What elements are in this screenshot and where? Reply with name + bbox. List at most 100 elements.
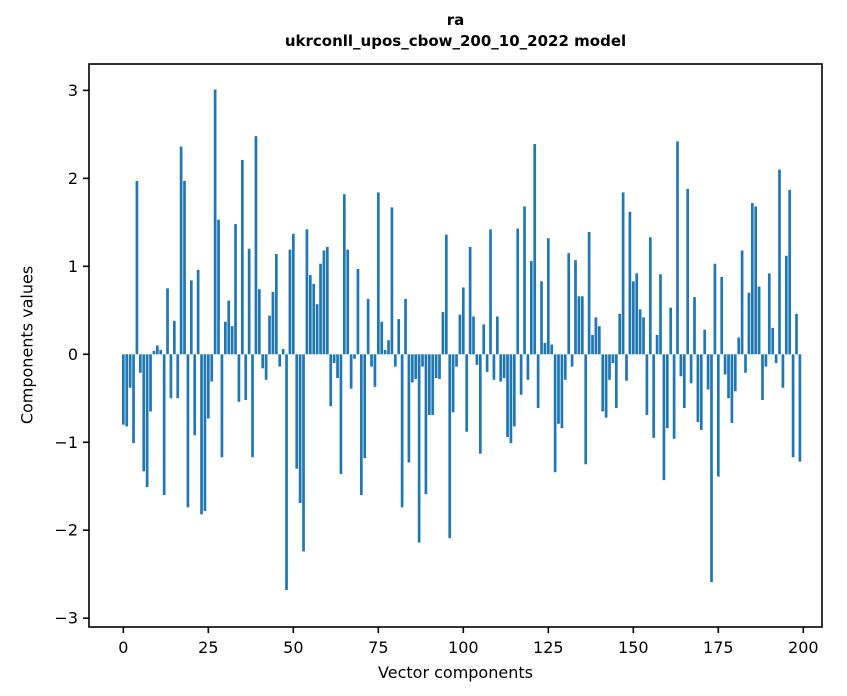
bar — [529, 261, 533, 355]
bar — [577, 296, 581, 355]
bar — [213, 89, 217, 355]
bar — [319, 263, 322, 355]
bar — [407, 354, 411, 463]
chart-title-line2: ukrconll_upos_cbow_200_10_2022 model — [284, 32, 627, 50]
bar — [706, 354, 710, 390]
bar — [492, 354, 496, 380]
bar — [427, 354, 431, 415]
bar — [778, 169, 781, 355]
bar — [638, 309, 642, 355]
x-tick-label: 25 — [198, 638, 218, 657]
bar — [329, 354, 333, 407]
bar — [699, 354, 703, 430]
bar — [580, 296, 584, 355]
bar — [574, 260, 577, 355]
bar — [230, 326, 234, 355]
bar — [611, 354, 615, 364]
bar — [281, 349, 285, 355]
bar — [761, 354, 764, 401]
bar — [121, 354, 125, 425]
bar — [526, 354, 530, 380]
bar — [244, 354, 248, 401]
bar — [159, 349, 163, 355]
bar — [448, 354, 452, 539]
bar — [322, 250, 326, 355]
bar — [550, 344, 554, 355]
bar — [125, 354, 129, 427]
bar — [567, 253, 571, 355]
bar — [162, 354, 166, 496]
bar — [733, 354, 737, 392]
bar — [665, 354, 669, 429]
bar — [193, 354, 197, 436]
bar — [393, 354, 397, 367]
bar — [186, 354, 190, 508]
bar — [608, 354, 611, 380]
bar — [298, 354, 302, 503]
bar — [400, 354, 404, 508]
bar — [512, 354, 516, 427]
bar — [750, 202, 754, 355]
bar — [788, 189, 792, 355]
bar — [128, 354, 132, 388]
bar — [747, 292, 751, 355]
bar — [441, 312, 445, 355]
bar — [669, 307, 673, 355]
bar — [478, 354, 482, 454]
bar — [302, 354, 305, 552]
bar — [227, 300, 231, 355]
bar — [499, 354, 503, 382]
bar — [631, 281, 635, 355]
bar — [679, 354, 683, 377]
bar — [363, 354, 367, 459]
bar — [152, 350, 156, 355]
bar — [659, 274, 662, 355]
bar — [710, 354, 713, 583]
bar — [468, 246, 472, 355]
bar — [720, 276, 724, 355]
bar — [271, 291, 275, 355]
x-tick-label: 50 — [283, 638, 303, 657]
bar — [519, 354, 523, 395]
bar — [767, 273, 771, 355]
bar — [455, 354, 458, 367]
bar — [339, 354, 343, 474]
bar — [179, 146, 183, 355]
bar — [135, 181, 139, 355]
x-tick-label: 0 — [118, 638, 128, 657]
bar — [584, 354, 588, 465]
bar — [540, 281, 543, 355]
y-tick-label: −3 — [54, 609, 78, 628]
bar — [149, 354, 152, 412]
bar — [625, 354, 628, 381]
bar — [713, 263, 717, 355]
bar — [210, 354, 214, 382]
bar — [662, 354, 666, 481]
bar — [234, 224, 237, 355]
bar — [145, 354, 149, 488]
x-tick-label: 75 — [368, 638, 388, 657]
bar — [506, 354, 509, 437]
bar — [285, 354, 288, 591]
bar — [485, 354, 489, 372]
x-axis-label: Vector components — [378, 663, 533, 682]
bar — [308, 275, 312, 355]
bar — [291, 233, 295, 355]
bar — [781, 354, 785, 388]
bar — [696, 354, 700, 423]
bar — [475, 354, 479, 365]
bar — [546, 238, 550, 355]
bar — [642, 317, 645, 355]
bar — [342, 194, 346, 355]
bar — [264, 354, 268, 380]
bar — [380, 321, 384, 355]
bar — [676, 141, 679, 355]
bar — [723, 354, 727, 375]
bar — [206, 354, 210, 419]
bar — [458, 314, 462, 355]
bar — [431, 354, 435, 415]
bar — [397, 319, 401, 355]
bar — [376, 192, 380, 355]
bar — [536, 354, 540, 408]
bar — [509, 354, 513, 444]
